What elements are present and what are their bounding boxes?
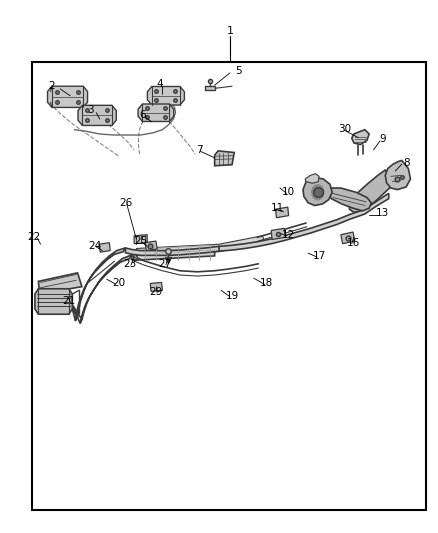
- Text: 2: 2: [48, 81, 55, 91]
- Polygon shape: [341, 232, 355, 244]
- Polygon shape: [80, 255, 132, 323]
- Bar: [32, 62, 426, 511]
- Text: 24: 24: [88, 241, 102, 252]
- Polygon shape: [78, 106, 116, 125]
- Polygon shape: [352, 130, 369, 144]
- Text: 26: 26: [119, 198, 132, 208]
- Text: 17: 17: [312, 251, 326, 261]
- Text: 1: 1: [226, 26, 233, 36]
- Text: 9: 9: [379, 134, 385, 144]
- Polygon shape: [35, 289, 72, 314]
- Text: 19: 19: [226, 290, 239, 301]
- Text: 8: 8: [403, 158, 410, 168]
- Text: 12: 12: [282, 230, 295, 240]
- Text: 6: 6: [140, 110, 146, 120]
- Polygon shape: [134, 235, 147, 244]
- Polygon shape: [75, 248, 125, 320]
- Text: 20: 20: [112, 278, 125, 288]
- Polygon shape: [303, 177, 332, 206]
- Polygon shape: [276, 207, 289, 217]
- Polygon shape: [145, 241, 157, 251]
- Text: 22: 22: [28, 232, 41, 243]
- Polygon shape: [150, 282, 162, 292]
- Text: 30: 30: [339, 124, 352, 134]
- Polygon shape: [205, 86, 215, 91]
- Text: 23: 23: [123, 259, 136, 269]
- Polygon shape: [99, 243, 110, 252]
- Circle shape: [312, 185, 324, 200]
- Polygon shape: [219, 193, 389, 251]
- Text: 21: 21: [62, 296, 75, 306]
- Polygon shape: [328, 188, 371, 211]
- Polygon shape: [215, 151, 234, 166]
- Polygon shape: [271, 228, 285, 239]
- Polygon shape: [349, 170, 391, 213]
- Polygon shape: [125, 246, 219, 255]
- Polygon shape: [305, 174, 319, 183]
- Text: 5: 5: [235, 67, 242, 76]
- Text: 13: 13: [375, 208, 389, 219]
- Text: 10: 10: [282, 187, 295, 197]
- Polygon shape: [136, 246, 215, 260]
- Polygon shape: [385, 160, 410, 190]
- Text: 18: 18: [260, 278, 273, 288]
- Polygon shape: [47, 86, 88, 108]
- Text: 25: 25: [134, 236, 147, 246]
- Text: 29: 29: [149, 287, 162, 297]
- Text: 3: 3: [87, 105, 94, 115]
- Polygon shape: [136, 236, 265, 255]
- Text: 27: 27: [158, 259, 171, 269]
- Polygon shape: [148, 86, 184, 105]
- Polygon shape: [39, 273, 82, 294]
- Polygon shape: [138, 104, 174, 122]
- Text: 7: 7: [196, 145, 203, 155]
- Text: 11: 11: [271, 203, 284, 213]
- Text: 4: 4: [157, 78, 163, 88]
- Text: 16: 16: [347, 238, 360, 248]
